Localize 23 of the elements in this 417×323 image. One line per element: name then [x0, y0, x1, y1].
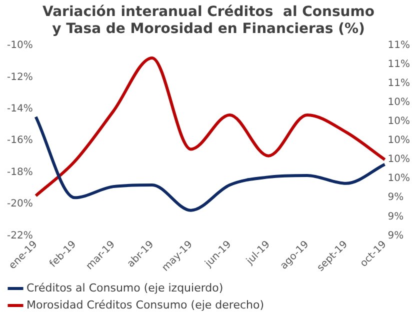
- y2-tick-label: 9%: [388, 211, 404, 222]
- y2-tick-label: 11%: [388, 59, 410, 70]
- legend-label: Créditos al Consumo (eje izquierdo): [26, 281, 224, 294]
- y-tick-label: -18%: [6, 166, 33, 178]
- y2-tick-label: 10%: [388, 154, 410, 166]
- y2-tick-label: 9%: [388, 192, 404, 204]
- y-tick-label: -10%: [6, 40, 33, 52]
- y2-tick-label: 10%: [388, 173, 410, 184]
- y2-tick-label: 10%: [388, 135, 410, 146]
- legend-label: Morosidad Créditos Consumo (eje derecho): [26, 298, 264, 312]
- y2-tick-label: 10%: [388, 97, 410, 108]
- y2-tick-label: 9%: [388, 230, 404, 242]
- y-tick-label: -14%: [6, 104, 33, 115]
- y-tick-label: -12%: [6, 72, 33, 83]
- y2-tick-label: 11%: [388, 40, 410, 52]
- y2-tick-label: 10%: [388, 116, 410, 128]
- y-tick-label: -20%: [6, 198, 33, 210]
- line-series: [34, 115, 386, 212]
- line-series: [34, 56, 386, 198]
- y-tick-label: -16%: [6, 135, 33, 146]
- y2-tick-label: 11%: [388, 78, 410, 90]
- y-tick-label: -22%: [6, 230, 33, 242]
- chart-title: Variación interanual Créditos al Consumo y Tasa de Morosidad en Financieras (%): [42, 4, 375, 37]
